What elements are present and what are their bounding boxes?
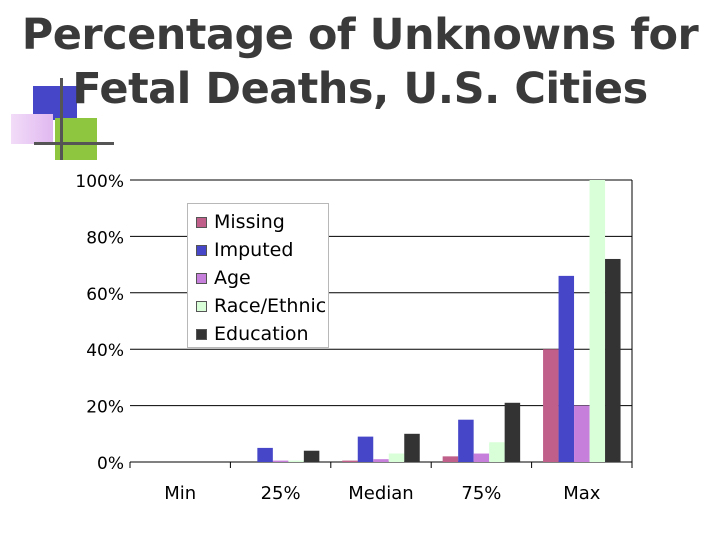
legend-label: Missing	[214, 211, 285, 233]
legend-swatch	[196, 272, 207, 284]
chart-bars	[257, 180, 621, 462]
y-tick-label: 80%	[86, 228, 124, 248]
legend-swatch	[196, 244, 207, 256]
deco-vertical-line	[60, 78, 63, 160]
x-category-label: Min	[164, 483, 196, 504]
bar-imputed-25-	[257, 447, 273, 462]
bar-age-max	[574, 405, 590, 462]
deco-lilac-square	[11, 114, 53, 144]
bar-age-median	[373, 459, 389, 462]
y-tick-label: 0%	[97, 454, 124, 474]
legend-label: Education	[214, 323, 309, 345]
x-category-label: Median	[348, 483, 413, 504]
bar-race-ethnic-median	[388, 453, 405, 462]
legend-item: Imputed	[196, 238, 293, 262]
legend-item: Race/Ethnic	[196, 294, 326, 318]
title-line-1: Percentage of Unknowns for	[21, 10, 699, 60]
bar-education-75-	[504, 402, 521, 462]
bar-missing-75-	[442, 456, 459, 462]
deco-horizontal-line	[34, 142, 114, 145]
y-tick-label: 20%	[86, 398, 124, 418]
legend-label: Age	[214, 267, 251, 289]
legend-swatch	[196, 216, 207, 228]
x-category-label: 25%	[261, 483, 301, 504]
chart-legend: Missing Imputed Age Race/Ethnic Education	[187, 203, 329, 348]
y-tick-label: 100%	[75, 172, 124, 192]
legend-item: Education	[196, 322, 309, 346]
chart-labels: 0% 20% 40% 60% 80% 100% Min 25% Median 75% Max	[75, 172, 600, 504]
legend-swatch	[196, 300, 207, 312]
bar-age-25-	[272, 460, 289, 462]
legend-swatch	[196, 328, 207, 340]
y-tick-label: 40%	[86, 341, 124, 361]
bar-education-25-	[303, 450, 320, 462]
legend-item: Age	[196, 266, 251, 290]
bar-education-max	[605, 258, 621, 462]
bar-age-75-	[473, 453, 490, 462]
bar-education-median	[404, 433, 420, 462]
legend-label: Imputed	[214, 239, 294, 261]
page-title: Percentage of Unknowns for Fetal Deaths,…	[0, 8, 720, 116]
legend-label: Race/Ethnic	[214, 295, 327, 317]
legend-item: Missing	[196, 210, 285, 234]
bar-imputed-max	[558, 275, 575, 462]
x-category-label: 75%	[461, 483, 501, 504]
bar-race-ethnic-75-	[489, 442, 505, 462]
title-line-2: Fetal Deaths, U.S. Cities	[72, 64, 648, 114]
bar-missing-median	[342, 460, 358, 462]
y-tick-label: 60%	[86, 285, 124, 305]
bar-missing-max	[543, 349, 559, 462]
bar-imputed-75-	[458, 419, 474, 462]
bar-race-ethnic-max	[589, 180, 606, 462]
bar-race-ethnic-25-	[288, 460, 304, 462]
x-category-label: Max	[563, 483, 601, 504]
bar-imputed-median	[357, 436, 374, 462]
